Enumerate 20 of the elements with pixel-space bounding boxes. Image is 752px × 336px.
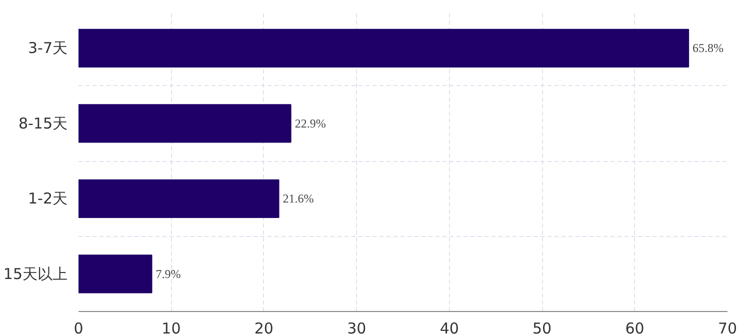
bar [78,179,280,218]
bar [78,104,292,143]
x-tick-label: 0 [74,320,84,336]
x-tick-label: 10 [162,320,181,336]
x-tick-label: 30 [347,320,366,336]
data-label: 22.9% [294,116,326,130]
x-tick-label: 50 [532,320,552,336]
data-label: 65.8% [692,41,724,56]
x-tick-label: 40 [440,320,459,336]
x-tick-label: 20 [254,320,274,336]
y-tick-label: 1-2天 [28,190,68,208]
y-tick-label: 8-15天 [18,114,68,132]
bar [78,254,152,294]
y-tick-label: 15天以上 [3,264,68,283]
x-tick-label: 60 [625,320,644,336]
y-tick-label: 3-7天 [28,39,68,58]
x-tick-label: 70 [718,320,738,336]
bar [78,28,690,68]
data-label: 7.9% [156,266,181,281]
data-label: 21.6% [282,192,314,206]
